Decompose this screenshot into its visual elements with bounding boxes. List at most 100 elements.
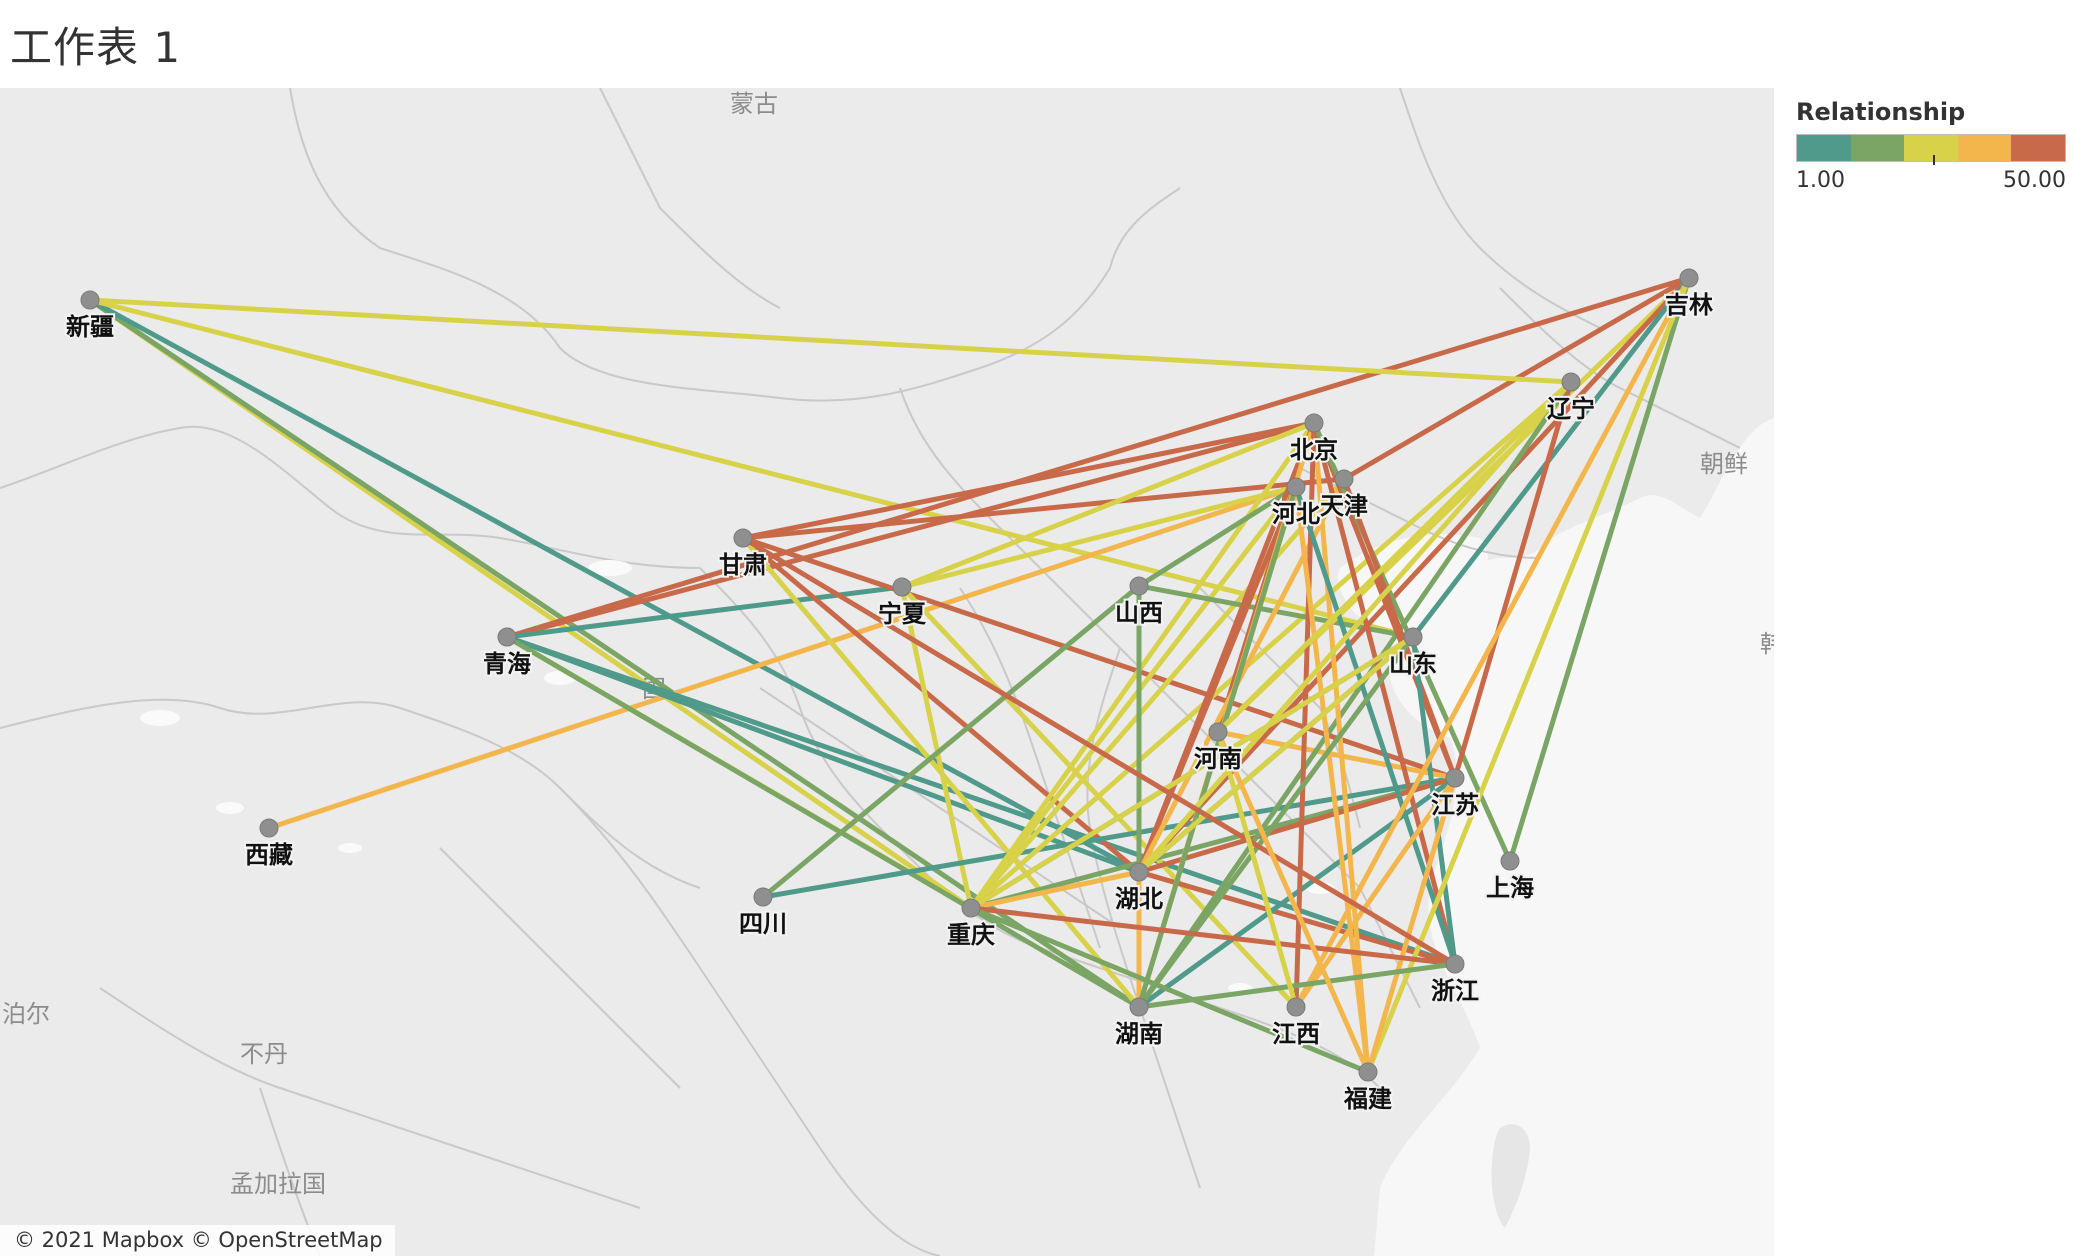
province-label: 吉林 (1665, 291, 1713, 319)
province-label: 四川 (739, 910, 787, 938)
relationship-line[interactable] (968, 484, 1299, 911)
relationship-line[interactable] (1311, 420, 1458, 967)
map-view[interactable]: 朝鲜韩泊尔不丹孟加拉国国蒙古 新疆西藏青海甘肃宁夏四川重庆山西河南湖北湖南北京河… (0, 88, 1774, 1256)
sea-area (1374, 418, 1774, 1256)
map-attribution[interactable]: © 2021 Mapbox © OpenStreetMap (0, 1225, 395, 1256)
relationship-line[interactable] (1136, 379, 1574, 1010)
relationship-line[interactable] (1136, 484, 1299, 1010)
province-node[interactable] (1679, 268, 1699, 288)
province-label: 江西 (1272, 1020, 1320, 1048)
relationship-line[interactable] (1215, 729, 1299, 1010)
relationship-line[interactable] (968, 379, 1574, 911)
legend-swatch (1904, 135, 1958, 161)
relationship-line[interactable] (1136, 634, 1416, 875)
province-node[interactable] (259, 818, 279, 838)
province-node[interactable] (1561, 372, 1581, 392)
province-node[interactable] (1129, 576, 1149, 596)
relationship-line[interactable] (968, 420, 1317, 911)
relationship-line[interactable] (1136, 775, 1458, 1010)
province-node[interactable] (1500, 851, 1520, 871)
relationship-line[interactable] (968, 476, 1347, 911)
province-node[interactable] (1445, 768, 1465, 788)
relationship-line[interactable] (899, 420, 1317, 590)
relationship-line[interactable] (968, 869, 1142, 911)
legend-max-label: 50.00 (2003, 168, 2066, 193)
background-labels: 朝鲜韩泊尔不丹孟加拉国国蒙古 (2, 90, 1774, 1198)
relationship-line[interactable] (1293, 484, 1371, 1075)
relationship-line[interactable] (1215, 729, 1371, 1075)
relationship-line[interactable] (1136, 634, 1416, 1010)
relationship-line[interactable] (266, 484, 1299, 831)
relationship-line[interactable] (1341, 476, 1458, 781)
province-label: 上海 (1486, 874, 1534, 902)
relationship-line[interactable] (504, 634, 1142, 1010)
relationship-line[interactable] (740, 420, 1317, 541)
relationship-line[interactable] (87, 297, 1142, 1010)
relationship-line[interactable] (1136, 379, 1574, 875)
province-node[interactable] (1304, 413, 1324, 433)
relationship-line[interactable] (87, 297, 1142, 875)
province-node[interactable] (892, 577, 912, 597)
province-node[interactable] (1286, 477, 1306, 497)
province-label: 江苏 (1431, 791, 1479, 819)
province-node[interactable] (1358, 1062, 1378, 1082)
province-label: 山西 (1115, 599, 1163, 627)
legend-color-ramp (1796, 134, 2066, 165)
relationship-line[interactable] (1365, 775, 1458, 1075)
province-node[interactable] (1445, 954, 1465, 974)
relationship-line[interactable] (504, 275, 1692, 640)
relationship-line[interactable] (87, 297, 1574, 385)
relationship-line[interactable] (740, 476, 1347, 541)
province-label: 宁夏 (878, 600, 927, 628)
relationship-line[interactable] (1507, 275, 1692, 864)
map-canvas[interactable]: 朝鲜韩泊尔不丹孟加拉国国蒙古 新疆西藏青海甘肃宁夏四川重庆山西河南湖北湖南北京河… (0, 88, 1774, 1256)
relationship-line[interactable] (1293, 275, 1692, 1010)
relationship-line[interactable] (760, 583, 1142, 900)
relationship-line[interactable] (968, 905, 1371, 1075)
relationship-line[interactable] (1365, 275, 1692, 1075)
province-node[interactable] (753, 887, 773, 907)
province-label: 西藏 (245, 841, 293, 869)
relationship-line[interactable] (740, 535, 1458, 967)
province-label: 辽宁 (1547, 395, 1595, 423)
relationship-line[interactable] (87, 297, 1416, 640)
background-place-label: 蒙古 (730, 90, 778, 118)
province-node[interactable] (1286, 997, 1306, 1017)
province-node[interactable] (1403, 627, 1423, 647)
relationship-line[interactable] (899, 484, 1299, 590)
province-label: 福建 (1343, 1085, 1392, 1113)
province-node[interactable] (1208, 722, 1228, 742)
relationship-line[interactable] (1136, 775, 1458, 875)
relationship-line[interactable] (1215, 379, 1574, 735)
province-node[interactable] (80, 290, 100, 310)
province-label: 青海 (483, 650, 531, 678)
relationship-line[interactable] (760, 775, 1458, 900)
province-node[interactable] (1129, 997, 1149, 1017)
relationship-line[interactable] (968, 634, 1416, 911)
relationship-line[interactable] (1410, 634, 1458, 967)
province-node[interactable] (1129, 862, 1149, 882)
province-node[interactable] (497, 627, 517, 647)
province-label: 天津 (1320, 492, 1368, 520)
relationship-line[interactable] (1136, 484, 1299, 875)
province-node[interactable] (961, 898, 981, 918)
relationship-line[interactable] (1136, 484, 1299, 589)
background-place-label: 朝鲜 (1700, 450, 1748, 478)
background-place-label: 孟加拉国 (230, 1170, 326, 1198)
province-label: 甘肃 (719, 551, 767, 579)
relationship-line[interactable] (1311, 420, 1371, 1075)
relationship-line[interactable] (504, 420, 1317, 640)
province-node[interactable] (1334, 469, 1354, 489)
color-legend: Relationship 1.00 50.00 (1796, 98, 2066, 193)
legend-tick (1933, 155, 1935, 165)
legend-swatch (1797, 135, 1851, 161)
relationship-line[interactable] (968, 905, 1458, 967)
relationship-line[interactable] (1293, 484, 1458, 967)
relationship-line[interactable] (1452, 379, 1574, 781)
background-place-label: 不丹 (240, 1040, 288, 1068)
province-label: 湖北 (1115, 885, 1163, 913)
legend-min-label: 1.00 (1796, 168, 1845, 193)
province-node[interactable] (733, 528, 753, 548)
province-label: 新疆 (66, 313, 114, 341)
